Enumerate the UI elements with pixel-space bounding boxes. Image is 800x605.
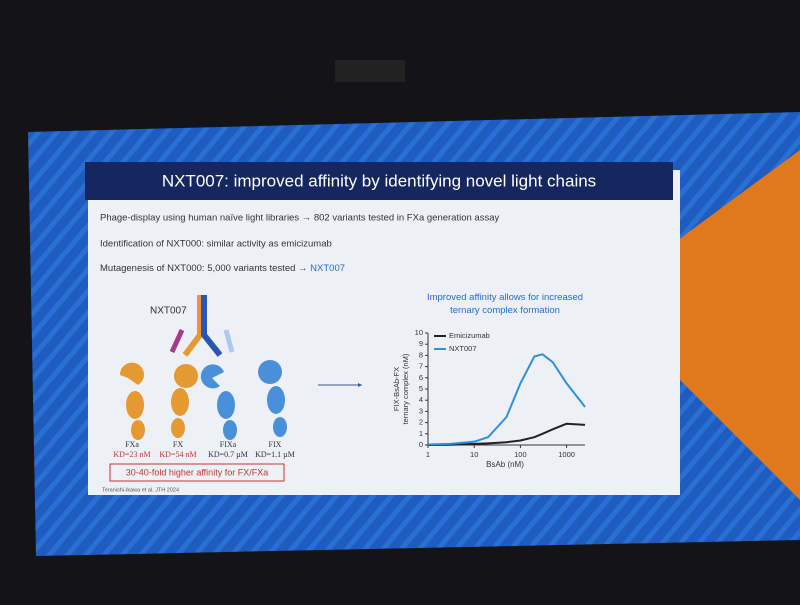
- fixa-shape: [200, 364, 224, 389]
- y-tick-label: 8: [419, 350, 423, 359]
- y-axis-label: ternary complex (nM): [401, 353, 410, 424]
- fix-shape: [258, 360, 282, 384]
- protein-name: FX: [173, 440, 183, 449]
- projector: [335, 60, 405, 82]
- bullets: Phage-display using human naïve light li…: [100, 213, 499, 274]
- protein-name: FIX: [269, 440, 282, 449]
- orange-shape: [678, 150, 800, 500]
- diagram: NXT007 FXa KD=23 nM FX KD=54 nM FIXa KD=…: [102, 295, 362, 493]
- bullet: Phage-display using human naïve light li…: [100, 213, 499, 224]
- x-tick-label: 1: [426, 450, 430, 459]
- bullet: Mutagenesis of NXT000: 5,000 variants te…: [100, 263, 345, 274]
- antibody-label: NXT007: [150, 306, 187, 317]
- protein-kd: KD=1.1 µM: [255, 450, 295, 459]
- y-tick-label: 0: [419, 440, 423, 449]
- protein-kd: KD=0.7 µM: [208, 450, 248, 459]
- fix-shape: [273, 417, 287, 437]
- y-tick-label: 3: [419, 406, 423, 415]
- y-tick-label: 9: [419, 339, 423, 348]
- fix-shape: [267, 386, 285, 414]
- x-tick-label: 10: [470, 450, 478, 459]
- light-chain: [169, 328, 185, 354]
- y-tick-label: 1: [419, 429, 423, 438]
- bullet-text: Mutagenesis of NXT000: 5,000 variants te…: [100, 263, 310, 274]
- antibody-arm: [201, 295, 223, 357]
- x-tick-label: 1000: [558, 450, 575, 459]
- slide-title: NXT007: improved affinity by identifying…: [162, 171, 596, 190]
- light-chain: [223, 329, 235, 353]
- protein-kd: KD=54 nM: [159, 450, 196, 459]
- bullet-highlight: NXT007: [310, 263, 345, 274]
- y-tick-label: 4: [419, 395, 423, 404]
- bullet: Identification of NXT000: similar activi…: [100, 239, 332, 250]
- x-axis-label: BsAb (nM): [486, 460, 524, 469]
- y-axis-label: FIX-BsAb-FX: [392, 367, 401, 411]
- line-series: [427, 422, 586, 446]
- protein-name: FIXa: [220, 440, 237, 449]
- line-series: [427, 353, 586, 446]
- fx-shape: [174, 364, 198, 388]
- y-tick-label: 10: [415, 328, 423, 337]
- x-tick-label: 100: [514, 450, 527, 459]
- legend-label: Emicizumab: [449, 331, 490, 340]
- y-tick-label: 2: [419, 418, 423, 427]
- citation: Teranishi-Ikawa et al. JTH 2024: [102, 487, 179, 493]
- antibody-arm: [182, 295, 203, 357]
- arrow-head: [358, 383, 362, 387]
- y-tick-label: 6: [419, 373, 423, 382]
- chart-title-line: ternary complex formation: [450, 305, 560, 316]
- slide-panel: [88, 170, 680, 495]
- fx-shape: [171, 388, 189, 416]
- fixa-shape: [223, 420, 237, 440]
- chart: Improved affinity allows for increased te…: [392, 292, 586, 469]
- fxa-shape: [126, 391, 144, 419]
- fixa-shape: [217, 391, 235, 419]
- legend-label: NXT007: [449, 344, 477, 353]
- fxa-shape: [119, 362, 144, 385]
- protein-kd: KD=23 nM: [113, 450, 150, 459]
- callout: 30-40-fold higher affinity for FX/FXa: [126, 467, 268, 477]
- protein-name: FXa: [125, 440, 139, 449]
- chart-title: Improved affinity allows for increased te…: [427, 292, 583, 316]
- title-bar: [85, 162, 673, 200]
- y-tick-label: 5: [419, 384, 423, 393]
- fxa-shape: [131, 420, 145, 440]
- y-tick-label: 7: [419, 362, 423, 371]
- callout-box: [109, 463, 285, 482]
- chart-title-line: Improved affinity allows for increased: [427, 292, 583, 303]
- fx-shape: [171, 418, 185, 438]
